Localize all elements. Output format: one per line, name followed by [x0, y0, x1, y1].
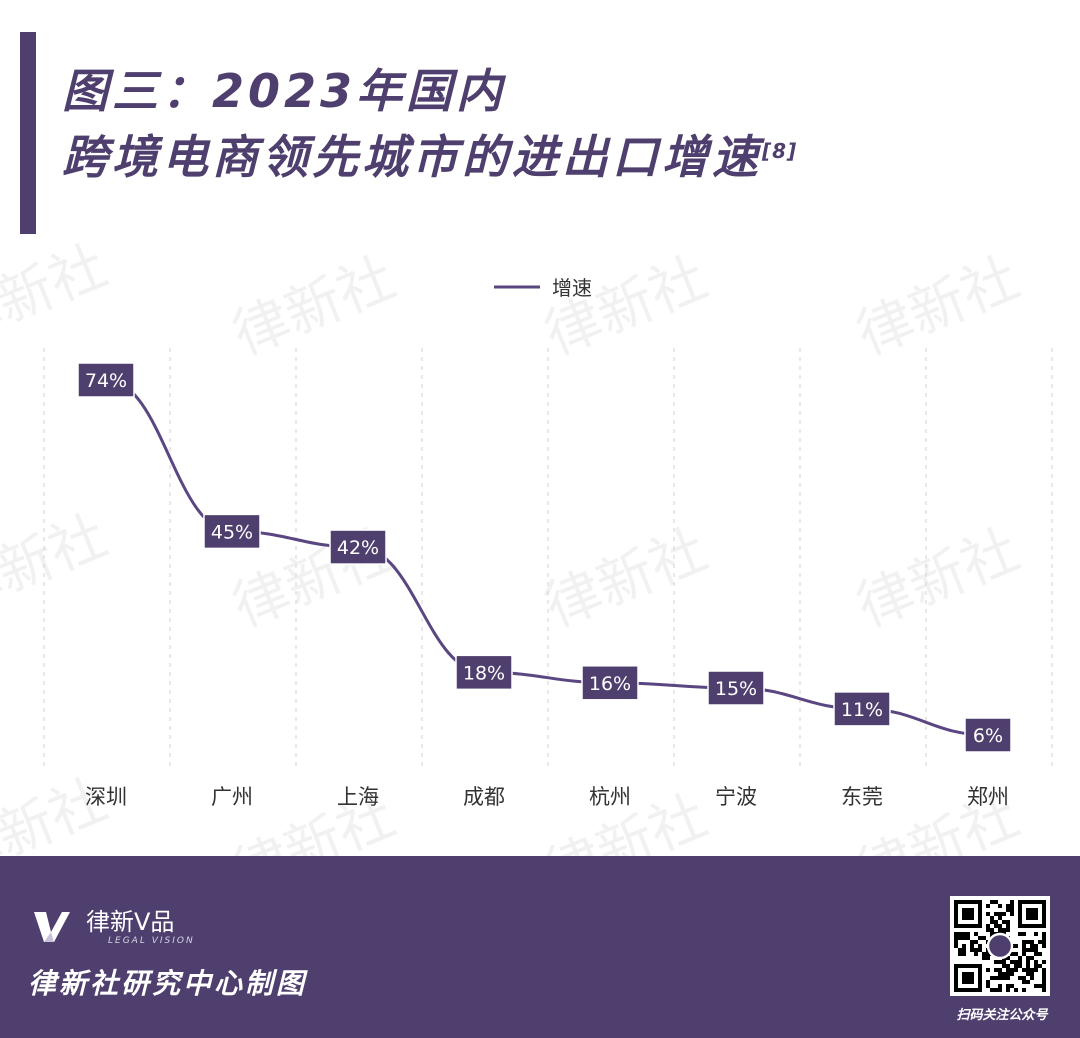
brand-subtitle: LEGAL VISION	[108, 936, 195, 946]
qr-code-icon[interactable]	[950, 896, 1050, 996]
data-label-box	[203, 513, 261, 550]
line-chart: 增速 74% 45% 42% 18% 16% 15% 11% 6% 深圳 广州 上海 成都 杭州 宁波 东莞 郑…	[43, 276, 1053, 809]
x-tick-label: 郑州	[967, 785, 1009, 809]
x-tick-label: 东莞	[841, 785, 883, 809]
title-line-1: 图三：2023年国内	[62, 64, 507, 118]
x-tick-label: 深圳	[85, 785, 127, 809]
data-label: 74%	[85, 370, 127, 392]
data-label: 15%	[715, 678, 757, 700]
x-tick-label: 杭州	[589, 785, 631, 809]
chart-title: 图三：2023年国内 跨境电商领先城市的进出口增速[8]	[62, 58, 797, 190]
data-label: 45%	[211, 521, 253, 543]
series-line-增速	[105, 378, 989, 737]
data-label-box	[707, 670, 765, 706]
x-tick-label: 宁波	[715, 785, 757, 809]
data-label-box	[833, 691, 891, 727]
x-tick-label: 广州	[211, 785, 253, 809]
data-label-box	[77, 362, 135, 398]
legend-label: 增速	[552, 276, 592, 300]
x-tick-label: 成都	[463, 785, 505, 809]
data-label: 42%	[337, 537, 379, 559]
title-line-2: 跨境电商领先城市的进出口增速[8]	[62, 124, 797, 190]
data-label-box	[964, 717, 1012, 753]
data-label-box	[329, 529, 387, 565]
qr-code-pattern	[954, 900, 1046, 992]
title-accent-bar	[20, 32, 36, 234]
data-label-box	[455, 654, 513, 691]
data-label: 18%	[463, 662, 505, 684]
brand-name: 律新V品	[86, 908, 175, 936]
data-label-box	[581, 665, 639, 701]
data-label: 6%	[973, 725, 1003, 747]
data-label: 16%	[589, 673, 631, 695]
chart-credit: 律新社研究中心制图	[28, 967, 308, 1000]
x-tick-label: 上海	[337, 785, 379, 809]
qr-caption: 扫码关注公众号	[956, 1008, 1048, 1023]
legal-vision-logo-icon	[34, 912, 70, 942]
footer-banner: 律新V品 LEGAL VISION 律新社研究中心制图 扫码关注公众号	[0, 856, 1080, 1038]
data-label: 11%	[841, 699, 883, 721]
reference-marker: [8]	[762, 139, 798, 163]
title-line-2-text: 跨境电商领先城市的进出口增速	[62, 130, 762, 184]
